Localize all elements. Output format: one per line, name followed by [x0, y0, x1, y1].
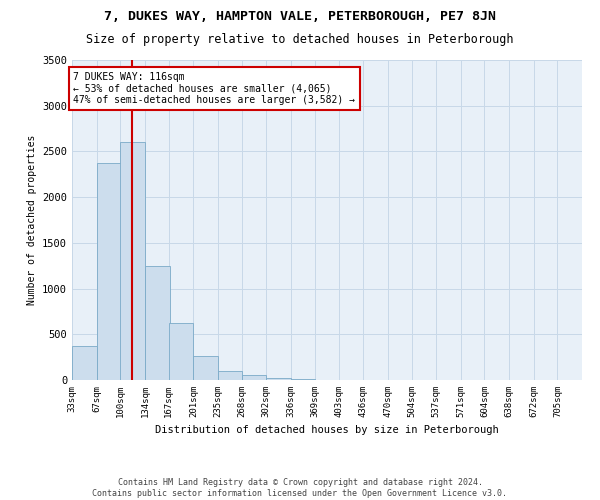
Y-axis label: Number of detached properties: Number of detached properties [26, 135, 37, 305]
Bar [97, 163, 121, 380]
Bar [145, 266, 170, 380]
Bar [72, 346, 97, 380]
Text: Contains HM Land Registry data © Crown copyright and database right 2024.
Contai: Contains HM Land Registry data © Crown c… [92, 478, 508, 498]
Text: 7 DUKES WAY: 116sqm
← 53% of detached houses are smaller (4,065)
47% of semi-det: 7 DUKES WAY: 116sqm ← 53% of detached ho… [73, 72, 355, 105]
Bar [291, 379, 316, 380]
X-axis label: Distribution of detached houses by size in Peterborough: Distribution of detached houses by size … [155, 426, 499, 436]
Bar [193, 356, 218, 380]
Bar [121, 142, 145, 380]
Bar [242, 376, 266, 380]
Bar [169, 323, 193, 380]
Text: 7, DUKES WAY, HAMPTON VALE, PETERBOROUGH, PE7 8JN: 7, DUKES WAY, HAMPTON VALE, PETERBOROUGH… [104, 10, 496, 23]
Bar [218, 371, 242, 380]
Bar [266, 378, 291, 380]
Text: Size of property relative to detached houses in Peterborough: Size of property relative to detached ho… [86, 32, 514, 46]
